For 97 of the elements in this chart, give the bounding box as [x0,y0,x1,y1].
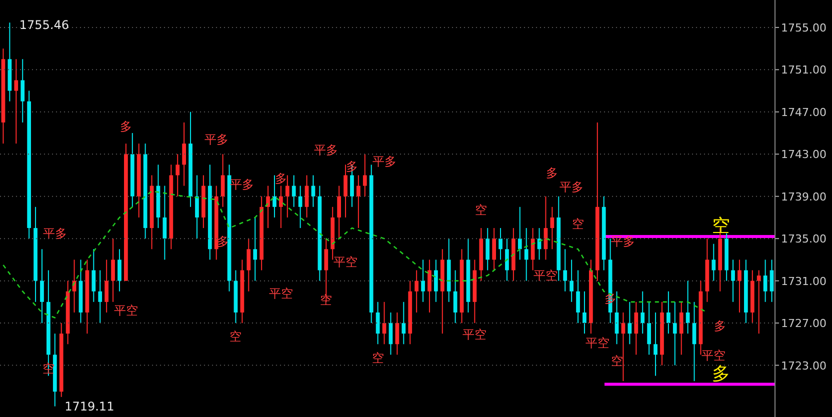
annotation: 空 [320,292,332,307]
candlestick [279,185,283,229]
annotation: 平空 [702,348,726,363]
candlestick [428,259,432,313]
annotation: 多 [274,171,287,186]
candlestick [524,228,528,282]
candlestick [647,301,651,356]
annotation: 空 [372,350,384,365]
candlestick [712,243,716,282]
y-tick-label: 1751.00 [781,64,826,77]
candlestick [686,280,690,334]
candlestick [402,301,406,345]
candlestick [220,154,225,208]
annotation: 平多 [372,154,396,168]
y-tick-label: 1739.00 [781,190,826,204]
candlestick [118,248,122,292]
candlestick [40,248,44,324]
candlestick [763,259,768,302]
y-tick-label: 1727.00 [781,317,826,330]
candlestick [582,290,586,334]
candlestick [505,238,509,282]
candlestick [770,259,774,302]
annotation: 平空 [462,328,487,342]
candlestick [756,270,761,334]
candlestick [362,154,367,197]
annotation: 多 [546,166,558,180]
candlestick [530,228,535,271]
annotation: 多 [714,319,726,334]
annotation: 空 [475,203,488,218]
candlestick [337,185,341,240]
candlestick [492,228,496,271]
ref-line-label: 多 [712,363,730,384]
annotation: 平空 [114,303,138,318]
annotation: 平空 [534,268,558,282]
y-tick-label: 1735.00 [781,232,826,246]
candlestick [92,248,96,302]
annotation: 1755.46 [19,18,69,32]
y-tick-label: 1755.00 [781,21,826,34]
candlestick [692,301,696,382]
candlestick [20,58,25,123]
candlestick [672,301,677,366]
ref-line-label: 空 [712,215,730,236]
candlestick [634,301,638,356]
y-tick-label: 1723.00 [781,359,826,372]
y-tick-label: 1747.00 [781,106,826,119]
candlestick [453,270,458,324]
y-tick-label: 1731.00 [781,274,826,288]
candlestick [195,174,199,240]
candlestick [292,174,296,208]
annotation: 平空 [268,286,293,300]
candlestick [738,259,742,313]
candlestick [344,164,348,218]
candlestick [176,154,180,197]
candlestick [640,290,645,334]
candlestick [388,312,393,356]
annotation: 平多 [560,180,584,194]
candlestick [266,185,270,229]
annotation: 平多 [611,234,636,249]
candlestick [666,290,670,334]
candlestick [421,259,425,302]
candlestick [731,259,735,302]
annotation: 平多 [42,226,67,240]
candlestick [679,301,684,356]
candlestick [104,259,108,313]
candlestick [654,312,658,376]
candlestick [563,248,568,292]
candlestick [272,174,276,218]
annotation: 空 [230,330,242,344]
candlestick [298,185,302,229]
annotation: 平空 [585,336,610,350]
annotation: 平多 [314,142,338,157]
candlestick [570,259,574,302]
candlestick [98,270,102,324]
candlestick [246,238,251,292]
candlestick [498,228,502,260]
candlestick [550,206,554,250]
annotation: 多 [120,120,132,134]
annotation: 空 [610,354,623,368]
candlestick [253,216,258,282]
candlestick [304,174,309,218]
candlestick [434,259,438,302]
candlestick [311,174,316,208]
candlestick [182,122,186,186]
candlestick [576,270,580,324]
candlestick [111,238,115,302]
candlestick [518,206,522,260]
annotation: 平空 [334,254,358,269]
candlestick [356,174,360,229]
candlestick [285,174,290,218]
candlestick [14,58,18,144]
candlestick [486,228,490,271]
annotation: 空 [572,216,584,231]
annotation: 平多 [204,132,228,146]
candlestick [376,301,380,345]
annotation: 1719.11 [64,400,114,414]
y-tick-label: 1743.00 [781,148,826,162]
candlestick [414,270,418,313]
